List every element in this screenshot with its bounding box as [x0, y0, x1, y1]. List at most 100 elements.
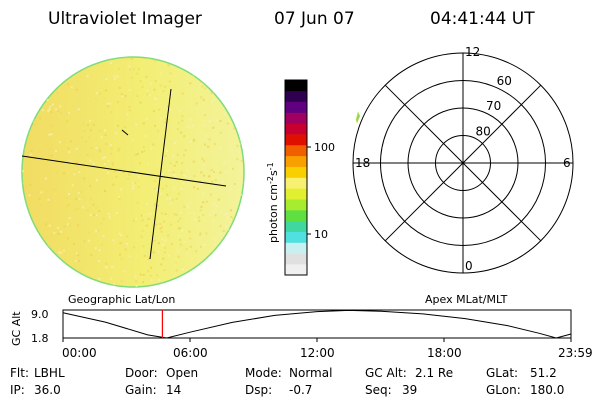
uv-pixel — [131, 187, 134, 190]
uv-pixel — [215, 158, 218, 161]
uv-pixel — [120, 188, 123, 191]
colorbar-segment — [285, 134, 307, 146]
uv-pixel — [224, 96, 227, 99]
uv-pixel — [95, 179, 98, 182]
uv-pixel — [153, 59, 156, 62]
uv-pixel — [219, 210, 222, 213]
uv-pixel — [46, 65, 49, 68]
uv-pixel — [117, 195, 120, 198]
uv-pixel — [204, 87, 207, 90]
uv-pixel — [160, 192, 162, 195]
uv-pixel — [73, 242, 76, 245]
info-value-ip: 36.0 — [34, 383, 61, 397]
uv-pixel — [89, 198, 92, 201]
uv-pixel — [153, 124, 156, 127]
uv-pixel — [75, 147, 78, 150]
uv-pixel — [165, 118, 168, 121]
uv-pixel — [240, 243, 243, 246]
uv-pixel — [201, 264, 204, 267]
uv-pixel — [89, 214, 92, 216]
colorbar-tick-label-10: 10 — [314, 228, 328, 241]
info-label-seq: Seq: — [365, 383, 392, 397]
uv-pixel — [89, 184, 92, 187]
uv-pixel — [40, 79, 43, 82]
uv-pixel — [118, 232, 121, 235]
uv-pixel — [175, 161, 178, 164]
uv-pixel — [63, 279, 66, 282]
uv-pixel — [56, 171, 59, 174]
uv-pixel — [60, 276, 62, 279]
uv-pixel — [139, 80, 142, 83]
uv-pixel — [233, 65, 236, 68]
uv-pixel — [168, 80, 171, 83]
uv-pixel — [95, 97, 97, 100]
uv-pixel — [230, 70, 233, 73]
uv-pixel — [98, 150, 101, 152]
uv-pixel — [176, 128, 179, 131]
uv-pixel — [219, 171, 222, 174]
uv-pixel — [39, 150, 42, 153]
uv-pixel — [98, 209, 101, 212]
uv-pixel — [136, 72, 138, 75]
uv-pixel — [104, 163, 107, 166]
uv-pixel — [173, 213, 176, 216]
lat-label-80: 80 — [476, 125, 491, 139]
uv-pixel — [184, 149, 187, 152]
uv-pixel — [58, 141, 61, 144]
uv-pixel — [78, 259, 81, 262]
uv-pixel — [120, 234, 123, 237]
uv-pixel — [203, 159, 206, 162]
uv-pixel — [213, 267, 216, 270]
uv-pixel — [66, 112, 68, 115]
uv-pixel — [177, 227, 180, 230]
uv-pixel — [148, 94, 151, 97]
polar-spoke-15 — [384, 84, 464, 164]
uv-pixel — [62, 271, 65, 274]
uv-pixel — [71, 105, 74, 108]
uv-pixel — [141, 229, 144, 232]
uv-pixel — [234, 183, 236, 185]
uv-pixel — [237, 216, 240, 218]
uv-pixel — [31, 233, 34, 236]
uv-pixel — [177, 255, 180, 258]
uv-pixel — [161, 243, 164, 246]
uv-pixel — [205, 266, 208, 269]
uv-pixel — [44, 223, 47, 226]
uv-pixel — [231, 280, 234, 282]
altitude-plot: GC Alt 9.0 1.8 00:00 06:00 12:00 18:00 2… — [10, 308, 593, 360]
uv-pixel — [170, 223, 172, 226]
uv-pixel — [154, 180, 156, 183]
uv-pixel — [127, 177, 130, 180]
uv-pixel — [178, 192, 180, 195]
uv-pixel — [66, 64, 69, 67]
uv-pixel — [203, 112, 206, 115]
uv-pixel — [140, 214, 143, 217]
uv-pixel — [142, 274, 145, 276]
uv-pixel — [117, 124, 120, 127]
altitude-axis-label: GC Alt — [10, 311, 23, 346]
uv-pixel — [187, 69, 189, 72]
altitude-ytick-top: 9.0 — [31, 308, 49, 321]
uv-pixel — [49, 72, 52, 75]
info-label-mode: Mode: — [245, 366, 282, 380]
uv-pixel — [200, 81, 203, 84]
info-label-glat: GLat: — [486, 366, 519, 380]
uv-pixel — [141, 151, 144, 153]
uv-pixel — [71, 184, 74, 187]
uv-pixel — [116, 75, 119, 78]
uv-pixel — [95, 147, 98, 149]
uv-pixel — [146, 89, 149, 92]
uv-pixel — [147, 217, 150, 220]
uv-pixel — [135, 153, 137, 156]
uv-pixel — [229, 209, 232, 212]
uv-pixel — [231, 226, 234, 229]
geo-mark — [121, 129, 129, 136]
uv-pixel — [218, 255, 221, 258]
uv-pixel — [176, 153, 179, 156]
uv-pixel — [232, 276, 235, 279]
uv-pixel — [115, 212, 118, 214]
info-value-gain: 14 — [166, 383, 182, 397]
uv-pixel — [211, 180, 214, 183]
uv-pixel — [160, 230, 163, 233]
uv-pixel — [225, 212, 228, 215]
